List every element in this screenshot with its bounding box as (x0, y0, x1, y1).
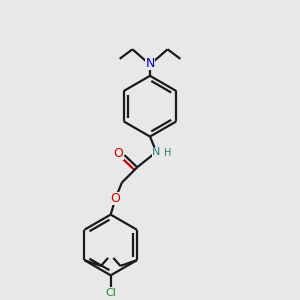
Text: H: H (164, 148, 172, 158)
Text: O: O (110, 192, 120, 205)
Text: Cl: Cl (105, 288, 116, 298)
Text: N: N (145, 56, 155, 70)
Text: O: O (114, 147, 124, 160)
Text: N: N (152, 147, 160, 157)
